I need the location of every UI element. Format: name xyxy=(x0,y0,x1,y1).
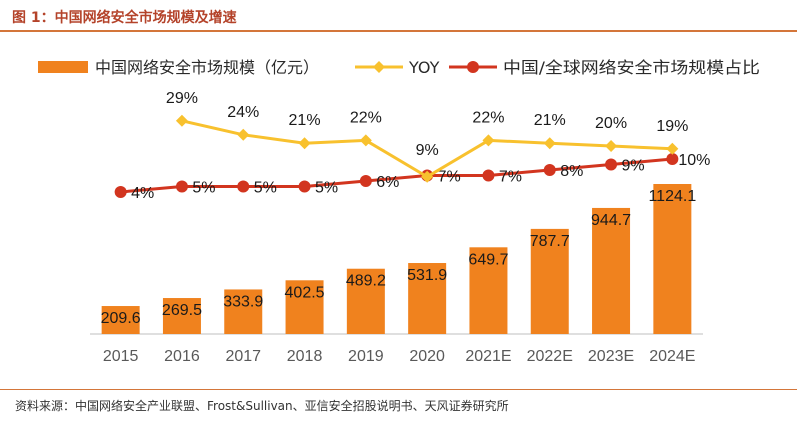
x-tick-2019: 2019 xyxy=(348,348,384,365)
bar-2021E xyxy=(469,247,508,334)
bar-2018 xyxy=(285,280,324,334)
share-point-2016 xyxy=(175,180,188,193)
share-label-2023E: 9% xyxy=(621,158,644,175)
legend-label-yoy: YOY xyxy=(408,58,440,77)
yoy-point-2019 xyxy=(359,134,372,147)
share-point-2022E xyxy=(543,164,556,176)
x-tick-2024E: 2024E xyxy=(649,348,695,365)
x-tick-2017: 2017 xyxy=(225,348,261,365)
bar-2023E xyxy=(592,207,631,334)
yoy-label-2022E: 21% xyxy=(534,112,566,129)
yoy-point-2017 xyxy=(237,128,250,141)
share-label-2024E: 10% xyxy=(678,152,710,169)
share-point-2015 xyxy=(114,186,127,198)
yoy-point-2021E xyxy=(482,134,495,147)
yoy-point-2016 xyxy=(175,114,188,127)
share-label-2022E: 8% xyxy=(560,163,583,180)
figure-title: 图 1：中国网络安全市场规模及增速 xyxy=(12,10,237,26)
x-tick-2023E: 2023E xyxy=(588,348,634,365)
share-point-2017 xyxy=(237,180,250,193)
share-point-2019 xyxy=(359,175,372,187)
bar-label-2019: 489.2 xyxy=(346,273,386,290)
title-rule xyxy=(0,30,797,32)
yoy-point-2022E xyxy=(543,137,556,150)
source-rule xyxy=(0,389,797,390)
yoy-label-2017: 24% xyxy=(227,104,259,121)
share-point-2018 xyxy=(298,180,311,193)
legend-marker-yoy xyxy=(373,61,385,73)
x-tick-2016: 2016 xyxy=(164,348,200,365)
share-point-2021E xyxy=(482,169,495,182)
share-label-2020: 7% xyxy=(438,169,461,186)
source-note: 资料来源：中国网络安全产业联盟、Frost&Sullivan、亚信安全招股说明书… xyxy=(15,399,509,413)
bar-2016 xyxy=(162,298,201,334)
bar-label-2023E: 944.7 xyxy=(591,212,631,229)
yoy-point-2023E xyxy=(605,140,618,152)
bar-label-2021E: 649.7 xyxy=(468,251,508,268)
yoy-point-2020 xyxy=(421,170,434,183)
bar-label-2016: 269.5 xyxy=(162,302,202,319)
share-point-2024E xyxy=(666,153,679,165)
bar-2024E xyxy=(653,184,692,334)
legend-label-market-size: 中国网络安全市场规模（亿元） xyxy=(95,58,319,77)
bar-label-2024E: 1124.1 xyxy=(648,188,696,205)
bar-2020 xyxy=(408,263,447,334)
yoy-label-2020: 9% xyxy=(416,142,439,159)
bar-2017 xyxy=(224,289,263,334)
yoy-label-2024E: 19% xyxy=(656,118,688,135)
x-tick-2021E: 2021E xyxy=(465,348,511,365)
legend-swatch-market-size xyxy=(38,61,88,73)
yoy-point-2024E xyxy=(666,142,679,155)
share-label-2016: 5% xyxy=(192,180,215,197)
yoy-label-2021E: 22% xyxy=(472,109,504,126)
bar-label-2015: 209.6 xyxy=(101,310,141,327)
share-point-2023E xyxy=(605,158,618,171)
yoy-label-2018: 21% xyxy=(289,112,321,129)
yoy-label-2023E: 20% xyxy=(595,115,627,132)
bar-2019 xyxy=(346,268,385,334)
share-label-2017: 5% xyxy=(254,180,277,197)
yoy-point-2018 xyxy=(298,137,311,150)
x-tick-2015: 2015 xyxy=(103,348,139,365)
legend-marker-share xyxy=(467,61,479,73)
bar-label-2022E: 787.7 xyxy=(530,233,570,250)
share-label-2021E: 7% xyxy=(499,169,522,186)
bar-label-2020: 531.9 xyxy=(407,267,447,284)
bar-2015 xyxy=(101,306,140,334)
x-tick-2018: 2018 xyxy=(287,348,323,365)
bar-label-2018: 402.5 xyxy=(285,284,325,301)
share-label-2018: 5% xyxy=(315,180,338,197)
share-label-2019: 6% xyxy=(376,174,399,191)
x-tick-2020: 2020 xyxy=(409,348,445,365)
yoy-label-2016: 29% xyxy=(166,90,198,107)
share-label-2015: 4% xyxy=(131,185,154,202)
bar-2022E xyxy=(530,228,569,334)
bar-label-2017: 333.9 xyxy=(223,293,263,310)
x-tick-2022E: 2022E xyxy=(527,348,573,365)
share-line xyxy=(120,157,673,194)
legend-label-share: 中国/全球网络安全市场规模占比 xyxy=(503,58,760,77)
yoy-label-2019: 22% xyxy=(350,109,382,126)
